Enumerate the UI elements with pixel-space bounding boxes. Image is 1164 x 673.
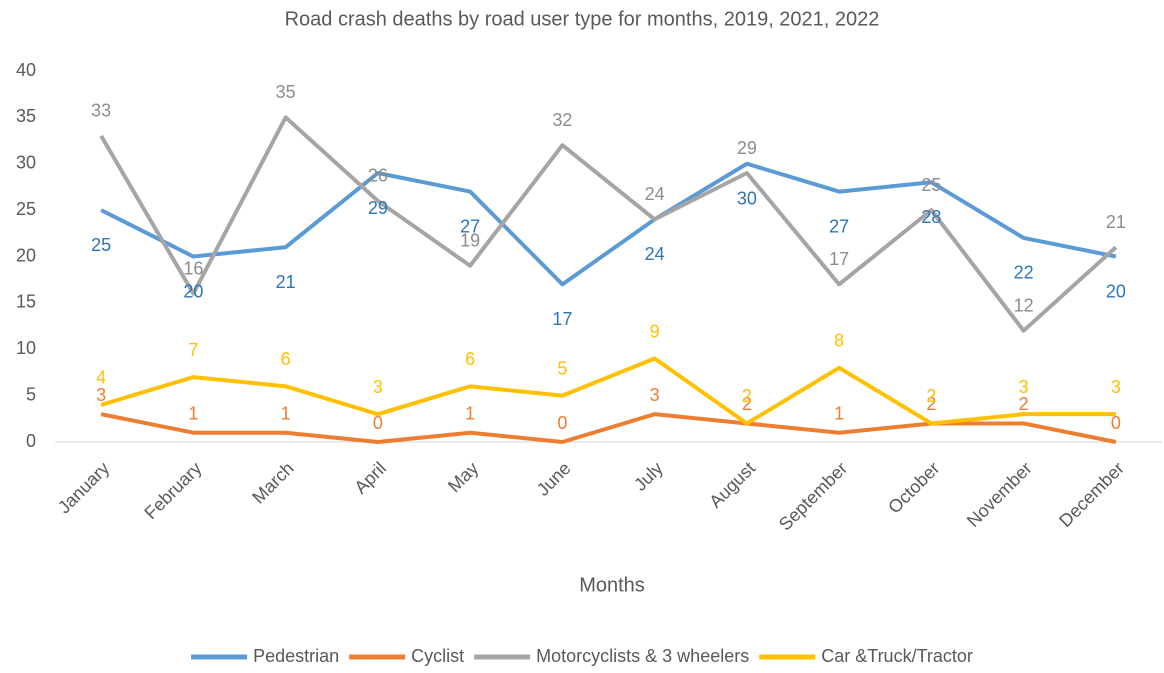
x-tick-label: May [444,458,482,496]
y-tick-label: 25 [16,199,36,219]
data-label: 0 [557,413,567,433]
data-label: 19 [460,231,480,251]
data-label: 21 [276,272,296,292]
data-label: 17 [552,309,572,329]
data-label: 3 [650,385,660,405]
data-label: 5 [557,358,567,378]
data-label: 6 [281,349,291,369]
legend-label: Car &Truck/Tractor [821,646,973,666]
data-label: 1 [834,403,844,423]
data-label: 4 [96,368,106,388]
y-tick-label: 35 [16,106,36,126]
data-label: 0 [1111,413,1121,433]
data-label: 20 [1106,281,1126,301]
data-label: 2 [926,394,936,414]
data-label: 1 [188,403,198,423]
legend-label: Pedestrian [253,646,339,666]
data-label: 7 [188,340,198,360]
legend-label: Cyclist [411,646,464,666]
x-tick-label: June [533,458,575,500]
x-tick-label: January [54,458,113,517]
data-label: 12 [1014,295,1034,315]
data-label: 1 [465,403,475,423]
legend-label: Motorcyclists & 3 wheelers [536,646,749,666]
x-tick-label: November [963,458,1036,531]
data-label: 2 [1019,394,1029,414]
data-label: 25 [91,235,111,255]
data-label: 6 [465,349,475,369]
data-label: 8 [834,331,844,351]
data-label: 1 [281,403,291,423]
data-label: 29 [368,198,388,218]
series-line [99,115,1118,333]
y-tick-label: 40 [16,60,36,80]
data-label: 3 [373,377,383,397]
y-tick-label: 20 [16,245,36,265]
y-tick-label: 30 [16,153,36,173]
data-label: 24 [645,184,665,204]
data-label: 3 [1019,377,1029,397]
x-tick-label: October [884,458,943,517]
data-label: 2 [926,386,936,406]
legend: Pedestrian Cyclist Motorcyclists & 3 wheel… [191,646,973,666]
x-tick-label: August [705,458,759,512]
x-tick-label: April [350,458,390,498]
x-tick-label: July [630,458,667,495]
data-label: 25 [921,175,941,195]
data-label: 9 [650,321,660,341]
x-tick-label: December [1055,458,1128,531]
data-label: 17 [829,249,849,269]
data-label: 3 [1111,377,1121,397]
data-label: 27 [829,216,849,236]
y-tick-label: 5 [26,384,36,404]
data-label: 21 [1106,212,1126,232]
series-line [100,161,1117,287]
data-label: 30 [737,189,757,209]
data-label: 22 [1014,263,1034,283]
data-label: 3 [96,385,106,405]
data-label: 28 [921,207,941,227]
data-label: 20 [183,281,203,301]
data-label: 26 [368,166,388,186]
y-tick-label: 10 [16,338,36,358]
data-label: 16 [183,258,203,278]
x-tick-label: September [775,458,851,534]
y-tick-label: 0 [26,431,36,451]
data-label: 0 [373,413,383,433]
data-label: 33 [91,101,111,121]
data-label: 2 [742,386,752,406]
data-label: 35 [276,82,296,102]
data-label: 29 [737,138,757,158]
data-label: 32 [552,110,572,130]
data-label: 2 [742,394,752,414]
y-tick-label: 15 [16,292,36,312]
x-axis-title: Months [579,574,645,596]
data-label: 27 [460,216,480,236]
data-label: 24 [645,244,665,264]
series-line [100,356,1116,426]
x-tick-label: February [140,458,205,523]
chart-title: Road crash deaths by road user type for … [285,8,880,30]
x-tick-label: March [248,458,298,508]
